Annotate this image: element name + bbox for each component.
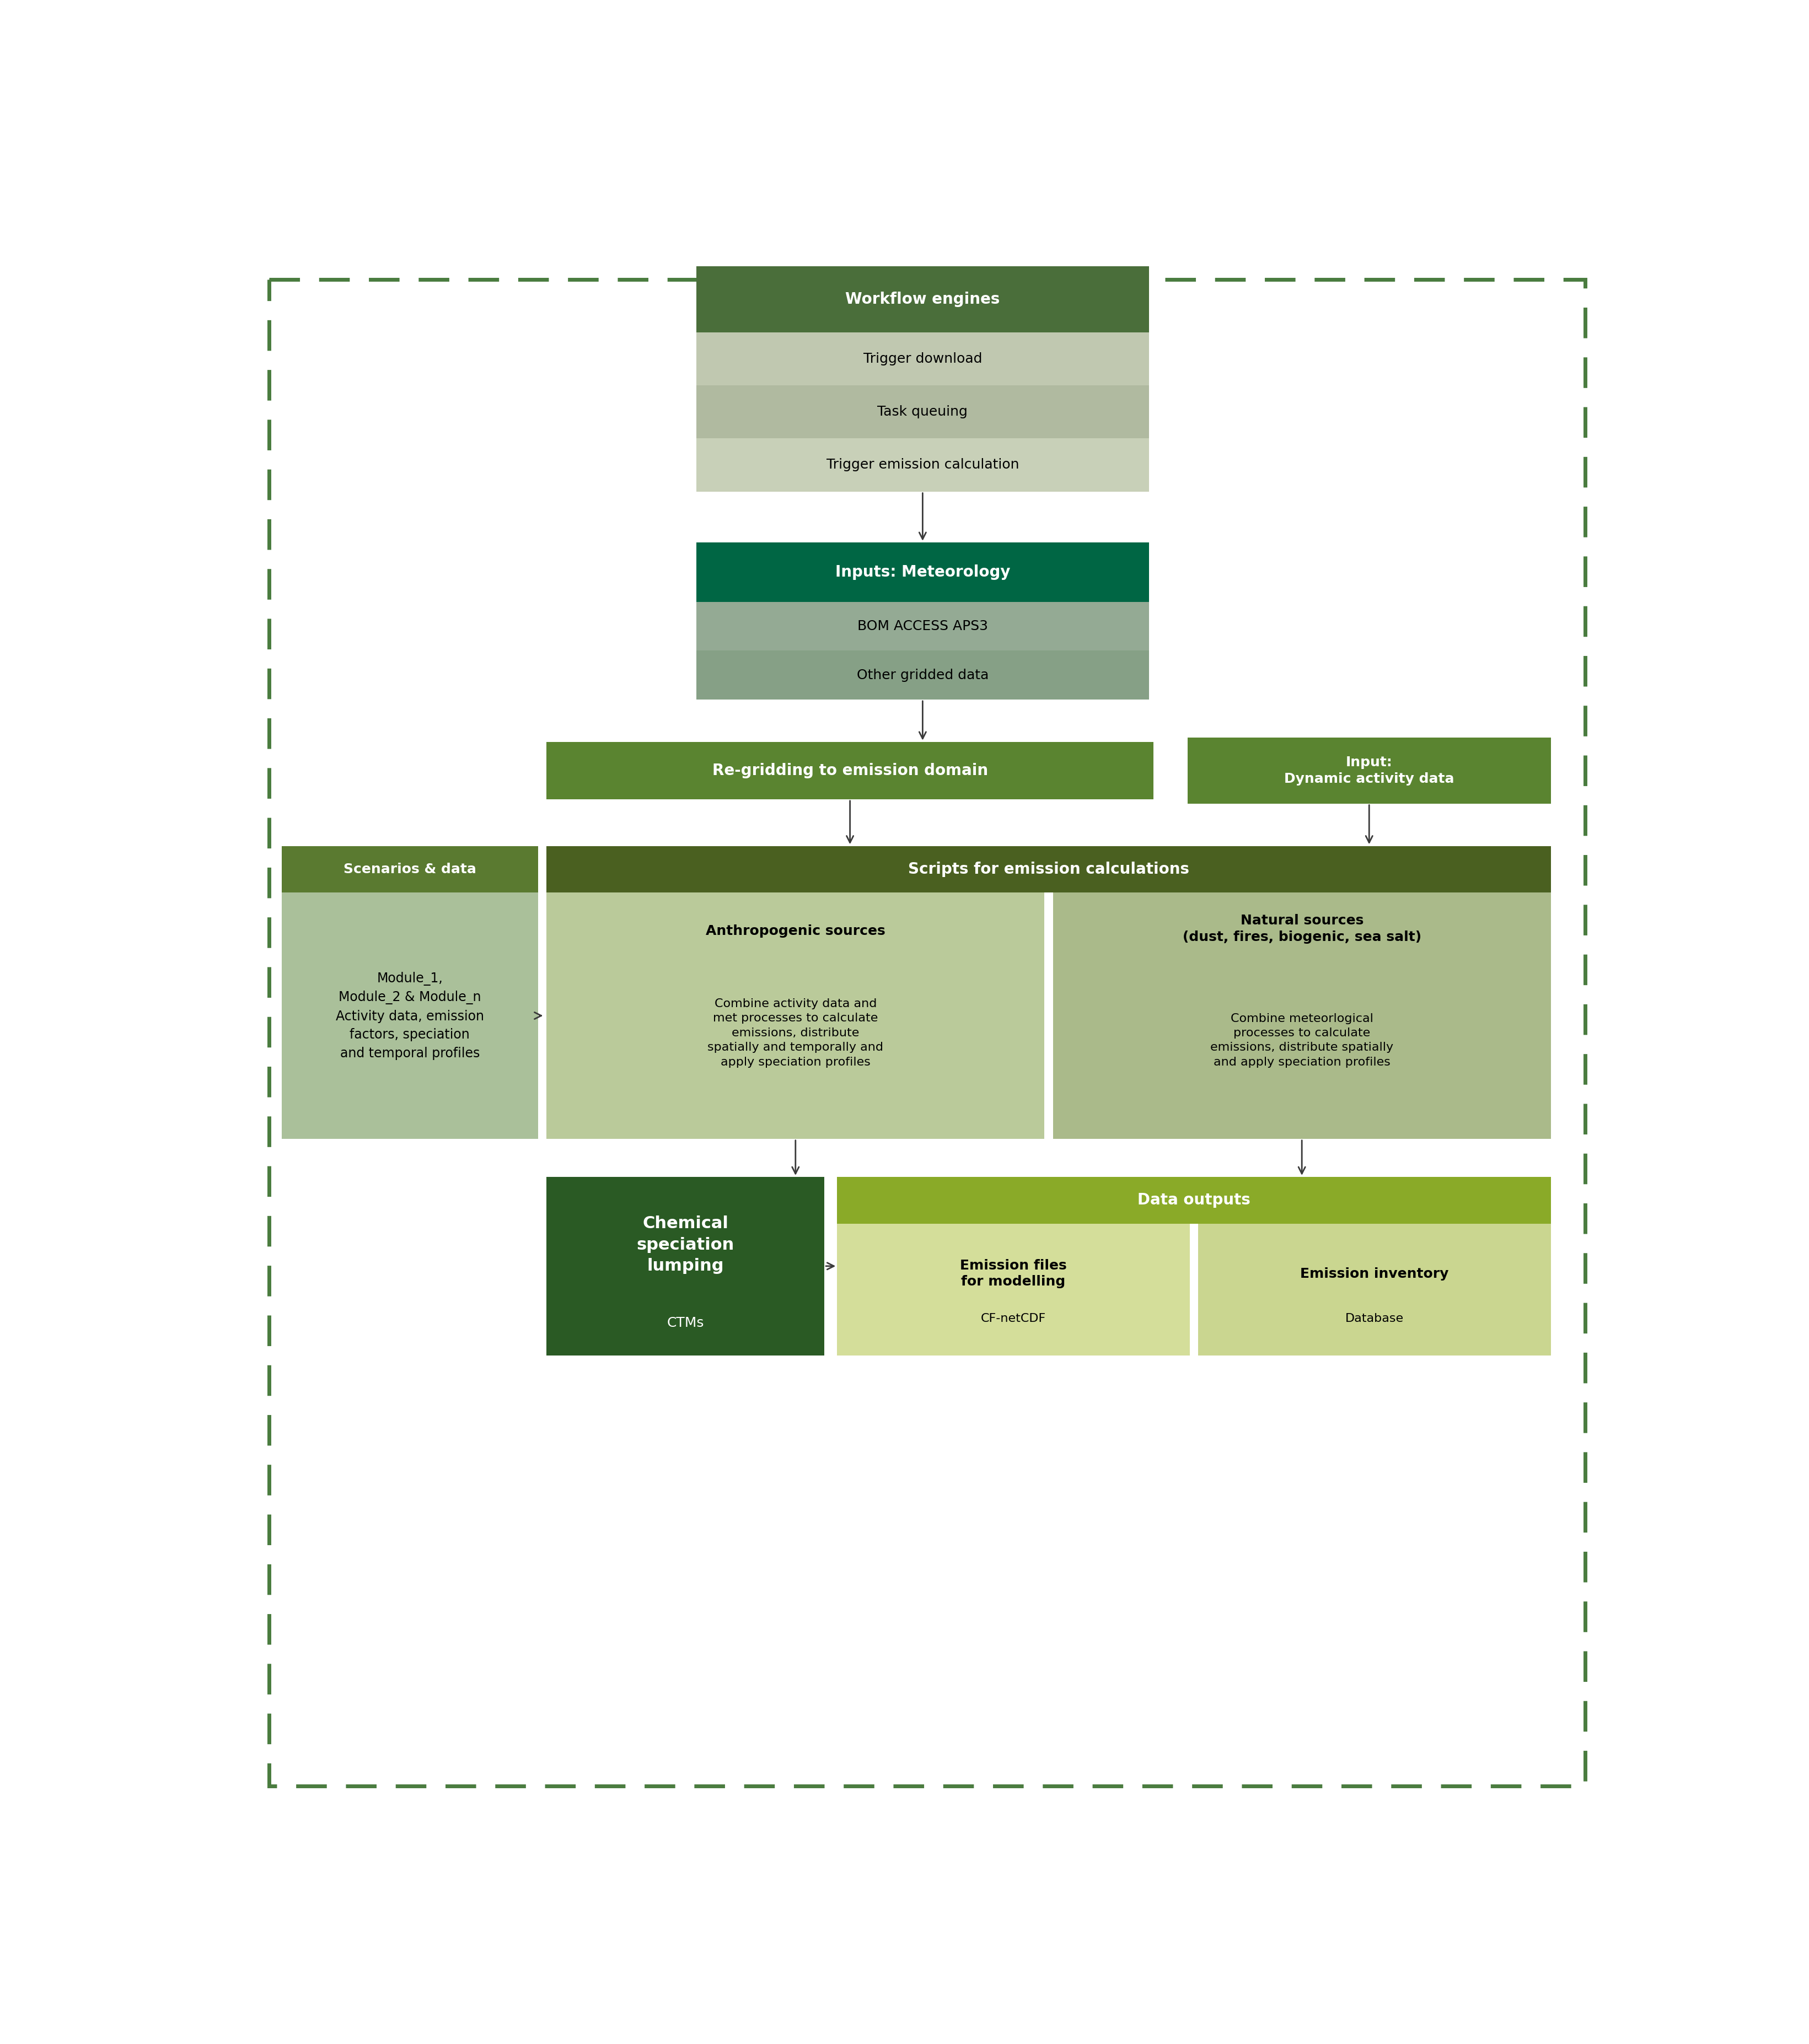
Text: Database: Database [1346, 1312, 1404, 1325]
Bar [1198, 1224, 1550, 1355]
Text: Re-gridding to emission domain: Re-gridding to emission domain [713, 762, 988, 779]
Text: BOM ACCESS APS3: BOM ACCESS APS3 [857, 619, 988, 634]
Text: Anthropogenic sources: Anthropogenic sources [706, 924, 885, 938]
Text: CF-netCDF: CF-netCDF [980, 1312, 1046, 1325]
Text: Combine activity data and
met processes to calculate
emissions, distribute
spati: Combine activity data and met processes … [707, 997, 883, 1067]
Text: Other gridded data: Other gridded data [857, 668, 988, 681]
Bar [546, 893, 1044, 1139]
Bar [1053, 893, 1550, 1139]
Bar [696, 601, 1149, 650]
Bar [696, 542, 1149, 601]
Bar [696, 650, 1149, 699]
Bar [546, 1177, 825, 1355]
Bar [1187, 738, 1550, 803]
Bar [282, 846, 537, 893]
Text: Emission files
for modelling: Emission files for modelling [961, 1259, 1067, 1288]
Bar [696, 437, 1149, 491]
Text: Scenarios & data: Scenarios & data [344, 863, 476, 875]
Text: Natural sources
(dust, fires, biogenic, sea salt): Natural sources (dust, fires, biogenic, … [1183, 914, 1422, 944]
Text: Inputs: Meteorology: Inputs: Meteorology [836, 564, 1009, 580]
Bar [546, 742, 1154, 799]
Text: Module_1,
Module_2 & Module_n
Activity data, emission
factors, speciation
and te: Module_1, Module_2 & Module_n Activity d… [336, 971, 485, 1059]
Bar [282, 893, 537, 1139]
Text: Combine meteorlogical
processes to calculate
emissions, distribute spatially
and: Combine meteorlogical processes to calcu… [1210, 1014, 1393, 1067]
Text: Trigger emission calculation: Trigger emission calculation [827, 458, 1018, 472]
Text: Scripts for emission calculations: Scripts for emission calculations [908, 861, 1189, 877]
Bar [546, 846, 1550, 893]
Text: Task queuing: Task queuing [877, 405, 968, 419]
Text: Emission inventory: Emission inventory [1301, 1267, 1449, 1280]
Text: Input:
Dynamic activity data: Input: Dynamic activity data [1284, 756, 1454, 785]
Text: Workflow engines: Workflow engines [845, 292, 1000, 307]
Bar [838, 1177, 1550, 1224]
Bar [696, 266, 1149, 333]
Text: Data outputs: Data outputs [1138, 1192, 1250, 1208]
Text: CTMs: CTMs [668, 1316, 704, 1331]
Text: Trigger download: Trigger download [863, 352, 982, 366]
Bar [696, 386, 1149, 437]
Bar [838, 1224, 1190, 1355]
Bar [696, 333, 1149, 386]
Text: Chemical
speciation
lumping: Chemical speciation lumping [637, 1216, 734, 1273]
